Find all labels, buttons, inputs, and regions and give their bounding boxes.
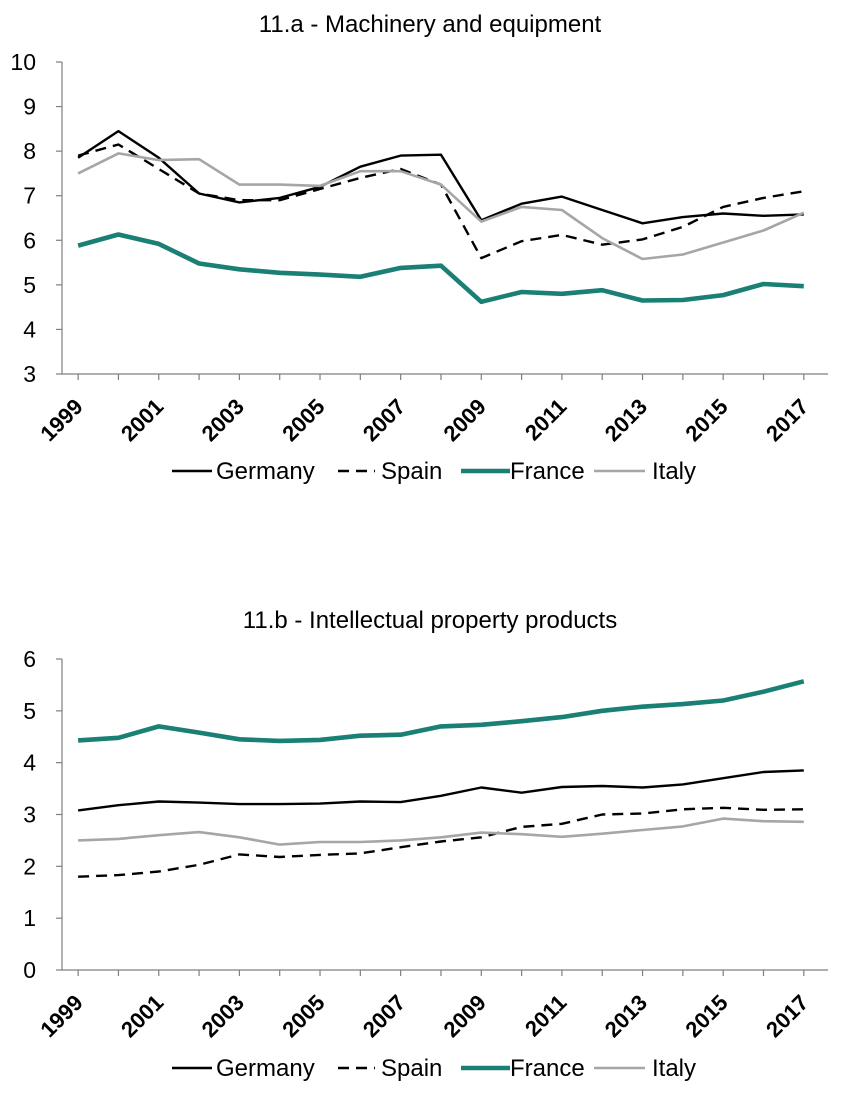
series-line-italy bbox=[78, 817, 804, 846]
y-tick-label: 1 bbox=[23, 905, 36, 931]
x-tick-label: 2013 bbox=[600, 394, 652, 446]
x-tick-label: 2015 bbox=[680, 990, 732, 1042]
chart-intellectual-property: 11.b - Intellectual property products 0 1 2… bbox=[23, 607, 828, 1082]
x-tick-label: 2009 bbox=[439, 990, 491, 1042]
y-tick-label: 5 bbox=[23, 272, 36, 298]
chart-title: 11.b - Intellectual property products bbox=[243, 607, 617, 634]
series-line-spain bbox=[77, 143, 804, 260]
y-tick-label: 4 bbox=[23, 750, 36, 776]
legend-label-spain: Spain bbox=[381, 458, 442, 485]
y-tick-label: 5 bbox=[23, 698, 36, 724]
chart-title: 11.a - Machinery and equipment bbox=[259, 11, 602, 38]
series-line-germany bbox=[77, 129, 804, 225]
series-line-italy bbox=[77, 152, 805, 261]
series-line-france bbox=[77, 679, 805, 744]
y-tick-label: 7 bbox=[23, 183, 36, 209]
x-tick-label: 2005 bbox=[277, 394, 329, 446]
legend-label-italy: Italy bbox=[652, 458, 696, 485]
series-line-france bbox=[77, 232, 804, 305]
y-tick-label: 3 bbox=[23, 802, 36, 828]
legend-label-spain: Spain bbox=[381, 1055, 442, 1082]
x-tick-label: 2015 bbox=[680, 394, 732, 446]
y-tick-label: 8 bbox=[23, 138, 36, 164]
x-tick-label: 2001 bbox=[116, 990, 168, 1042]
y-tick-label: 2 bbox=[23, 853, 36, 879]
x-tick-label: 2009 bbox=[439, 394, 491, 446]
x-tick-label: 2001 bbox=[116, 394, 168, 446]
legend-label-france: France bbox=[510, 458, 585, 485]
x-tick-label: 2007 bbox=[358, 394, 410, 446]
x-tick-label: 2007 bbox=[358, 990, 410, 1042]
y-tick-label: 4 bbox=[23, 316, 36, 342]
x-tick-label: 2005 bbox=[277, 990, 329, 1042]
legend-label-france: France bbox=[510, 1055, 585, 1082]
series-line-germany bbox=[77, 769, 804, 812]
legend-label-germany: Germany bbox=[216, 458, 315, 485]
legend-label-germany: Germany bbox=[216, 1055, 315, 1082]
y-tick-label: 9 bbox=[23, 94, 36, 120]
y-tick-label: 6 bbox=[23, 646, 36, 672]
x-tick-label: 2003 bbox=[197, 394, 249, 446]
y-tick-label: 6 bbox=[23, 227, 36, 253]
chart-machinery-equipment: 11.a - Machinery and equipment 3 4 5 6 7 8 9 10 1… bbox=[10, 11, 828, 485]
x-tick-label: 2017 bbox=[761, 990, 813, 1042]
series-line-spain bbox=[78, 806, 804, 878]
y-tick-label: 3 bbox=[23, 361, 36, 387]
legend: Germany Spain France Italy bbox=[172, 458, 696, 485]
x-tick-label: 1999 bbox=[35, 394, 87, 446]
legend: Germany Spain France Italy bbox=[172, 1055, 696, 1082]
x-tick-label: 2017 bbox=[761, 394, 813, 446]
legend-label-italy: Italy bbox=[652, 1055, 696, 1082]
y-tick-label: 10 bbox=[10, 49, 36, 75]
y-tick-label: 0 bbox=[23, 957, 36, 983]
x-tick-label: 2013 bbox=[600, 990, 652, 1042]
x-tick-label: 2011 bbox=[520, 990, 571, 1041]
x-tick-label: 1999 bbox=[35, 990, 87, 1042]
x-tick-label: 2003 bbox=[197, 990, 249, 1042]
x-tick-label: 2011 bbox=[520, 394, 571, 445]
